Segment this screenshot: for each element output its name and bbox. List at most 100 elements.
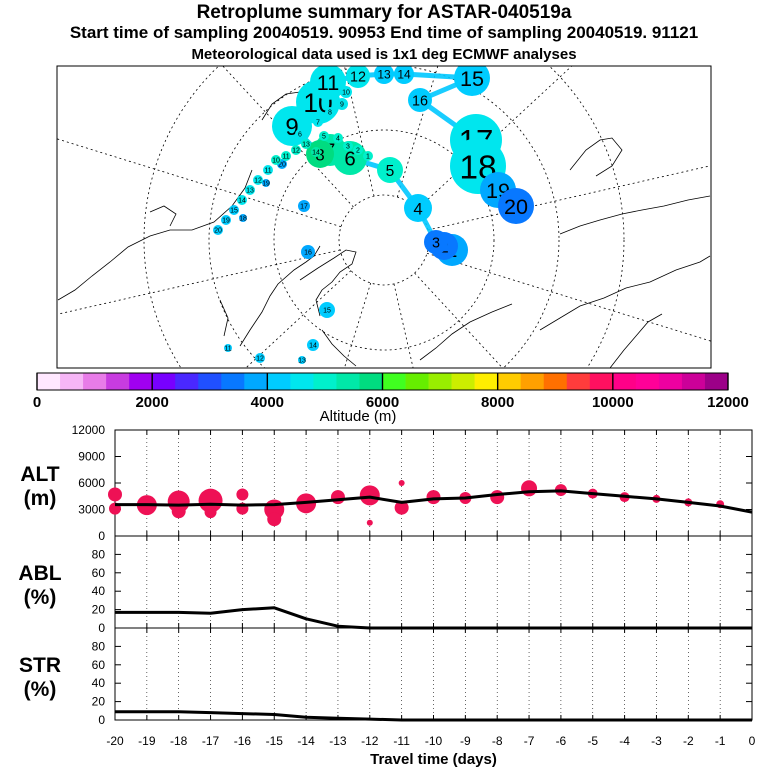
colorbar-swatch [382,373,406,390]
coastline [419,303,513,361]
secondary-marker-label: 11 [224,346,231,353]
series-line [115,710,752,722]
secondary-marker [363,151,373,161]
x-tick-label: -8 [492,734,503,748]
x-tick-label: -5 [587,734,598,748]
colorbar-swatch [244,373,268,390]
colorbar-swatch [405,373,429,390]
x-tick-label: -6 [556,734,567,748]
plume-point-label: 12 [350,69,366,85]
y-axis-label: ABL [18,562,61,585]
y-axis-label: ALT [20,463,59,486]
secondary-marker-label: 10 [272,158,280,165]
alt-scatter-point [198,488,223,513]
colorbar-tick-label: 0 [33,394,41,411]
colorbar-tick-label: 4000 [251,394,284,411]
secondary-marker-label: 14 [238,198,246,205]
latitude-circle [208,66,560,368]
colorbar-swatch [60,373,84,390]
secondary-marker-label: 20 [278,162,286,169]
secondary-marker [255,353,265,363]
secondary-marker [295,129,305,139]
y-tick-label: 40 [92,676,106,690]
plume-point-16 [408,88,432,112]
plume-point-label: 4 [413,199,422,218]
secondary-marker-label: 17 [300,204,308,211]
colorbar-swatch [313,373,337,390]
y-tick-label: 3000 [78,503,105,517]
colorbar-swatch [451,373,475,390]
alt-scatter-point [359,485,380,506]
secondary-marker [336,98,348,110]
x-tick-label: -12 [361,734,379,748]
plume-point-5 [377,157,403,183]
plume-point-14 [394,66,414,84]
secondary-marker [229,205,239,215]
colorbar-swatch [37,373,61,390]
y-tick-label: 9000 [78,450,105,464]
polar-map: 1234567891011121314151617181920201918171… [56,65,712,369]
secondary-marker [239,214,247,222]
x-tick-label: -9 [460,734,471,748]
plume-point-label: 15 [460,66,484,91]
y-tick-label: 12000 [72,423,106,437]
alt-scatter-point [426,490,441,505]
secondary-marker-label: 2 [356,148,360,155]
colorbar-swatch [198,373,222,390]
alt-scatter-point [236,488,249,501]
colorbar-swatch [704,373,729,390]
met-data-note: Meteorological data used is 1x1 deg ECMW… [191,46,577,63]
colorbar-swatch [497,373,521,390]
x-tick-label: -7 [524,734,535,748]
x-tick-label: -4 [619,734,630,748]
coastline [539,255,711,331]
alt-scatter-point [204,506,217,519]
sampling-times: Start time of sampling 20040519. 90953 E… [69,23,699,42]
x-tick-label: -11 [393,734,410,748]
map-frame [56,65,712,369]
secondary-marker [262,179,270,187]
secondary-marker-label: 16 [304,250,312,257]
y-tick-label: 20 [92,603,106,617]
secondary-marker-label: 18 [239,216,247,223]
x-tick-label: -3 [651,734,662,748]
y-tick-label: 60 [92,566,106,580]
x-tick-label: -10 [425,734,443,748]
secondary-marker-label: 19 [262,181,270,188]
secondary-marker-label: 13 [302,142,310,149]
y-axis-label-unit: (%) [24,586,57,609]
secondary-marker-label: 4 [336,136,340,143]
colorbar-swatch [566,373,591,390]
time-series-panels: 030006000900012000ALT(m)020406080ABL(%)0… [18,423,755,768]
colorbar-swatch [129,373,153,390]
secondary-marker-label: 14 [312,150,320,157]
colorbar-swatch [106,373,130,390]
alt-scatter-point [521,480,538,497]
x-tick-label: -2 [683,734,694,748]
colorbar-swatch [612,373,637,390]
colorbar-tick-label: 8000 [481,394,514,411]
secondary-marker [313,117,323,127]
y-tick-label: 80 [92,639,106,653]
secondary-marker-label: 14 [309,343,317,350]
secondary-marker-label: 12 [292,148,300,155]
secondary-marker [291,145,301,155]
plume-point-label: 13 [377,68,391,82]
plume-point-12 [346,66,370,88]
colorbar-swatch [474,373,498,390]
x-tick-label: -19 [138,734,156,748]
x-tick-label: -18 [170,734,188,748]
secondary-marker-label: 19 [222,218,230,225]
secondary-marker-label: 12 [254,178,262,185]
secondary-marker [353,145,363,155]
secondary-marker [253,175,263,185]
y-axis-label-unit: (%) [24,678,57,701]
secondary-marker-label: 6 [298,132,302,139]
secondary-marker [311,147,321,157]
secondary-marker [333,133,343,143]
alt-scatter-point [171,504,186,519]
x-tick-label: -15 [266,734,284,748]
panel-abl: 0 20 40 60 80 ABL(%) [18,535,753,635]
secondary-marker [319,302,335,318]
panel-alt: 0 3000 6000 9000 12000 ALT(m) [20,423,753,543]
